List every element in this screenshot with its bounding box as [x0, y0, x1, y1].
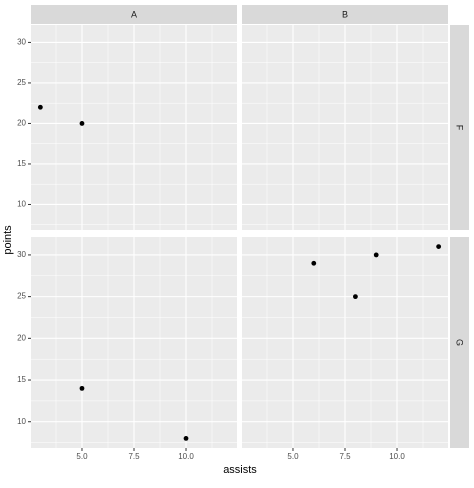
strip-label: B: [342, 9, 348, 19]
point: [436, 244, 442, 249]
point: [373, 252, 379, 258]
x-tick-label: 7.5: [339, 452, 351, 461]
strip: [450, 25, 469, 230]
y-tick-label: 15: [17, 159, 26, 168]
y-tick-label: 10: [17, 200, 26, 209]
strip-label: G: [455, 339, 465, 346]
y-tick-label: 10: [17, 417, 26, 426]
y-tick-label: 30: [17, 250, 26, 259]
x-tick-label: 10.0: [178, 452, 194, 461]
x-axis-label: assists: [223, 464, 257, 476]
x-tick-label: 10.0: [389, 452, 405, 461]
x-tick-label: 5.0: [76, 452, 88, 461]
x-tick-label: 5.0: [287, 452, 299, 461]
strip-label: F: [455, 125, 465, 131]
point: [353, 294, 358, 300]
y-axis-label: points: [2, 225, 14, 255]
x-tick-label: 7.5: [128, 452, 140, 461]
y-tick-label: 25: [17, 78, 26, 87]
strip: [450, 237, 469, 448]
y-tick-label: 15: [17, 375, 26, 384]
y-tick-label: 20: [17, 333, 26, 342]
point: [37, 104, 43, 110]
strip: [242, 5, 448, 24]
strip: [31, 5, 237, 24]
point: [311, 260, 317, 266]
y-tick-label: 30: [17, 38, 26, 47]
y-tick-label: 20: [17, 119, 26, 128]
point: [79, 121, 85, 126]
point: [79, 385, 85, 391]
point: [183, 436, 189, 441]
strip-label: A: [131, 9, 137, 19]
y-tick-label: 25: [17, 292, 26, 301]
